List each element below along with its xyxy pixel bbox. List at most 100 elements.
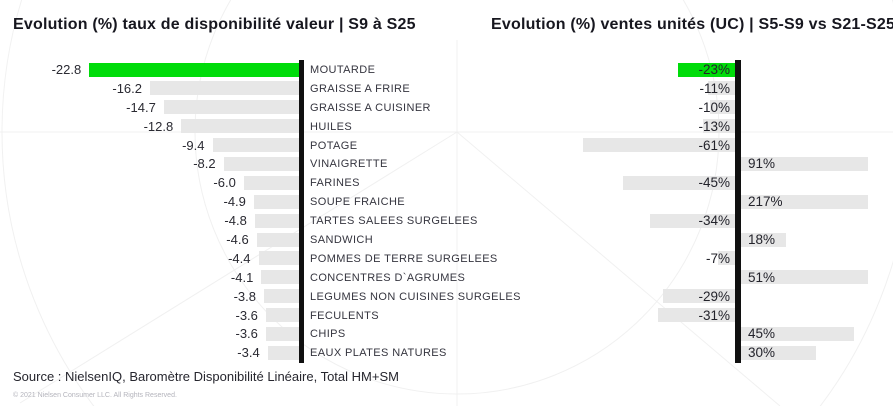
right-bar: [741, 270, 868, 285]
right-bar: [741, 232, 786, 247]
right-value-label: -23%: [698, 62, 730, 77]
left-bar: [181, 119, 299, 134]
left-bar: [163, 100, 299, 115]
left-value-label: -4.9: [223, 194, 246, 210]
right-value-label: 51%: [748, 269, 776, 285]
left-bar: [265, 308, 299, 323]
chart-row: -4.9 SOUPE FRAICHE 217%: [0, 192, 893, 211]
left-bar: [89, 62, 299, 77]
right-value-label: -31%: [698, 307, 730, 323]
category-label: LEGUMES NON CUISINES SURGELES: [310, 290, 521, 303]
category-label: CHIPS: [310, 328, 346, 341]
right-chart-axis-line: [735, 60, 741, 363]
category-label: FECULENTS: [310, 309, 379, 322]
right-bar: [707, 81, 735, 96]
category-label: MOUTARDE: [310, 64, 376, 76]
right-value-label: -61%: [698, 137, 730, 153]
left-value-label: -12.8: [143, 118, 174, 134]
category-label: GRAISSE A CUISINER: [310, 101, 431, 114]
right-bar: [582, 138, 735, 153]
right-bar: [741, 194, 868, 209]
left-bar: [253, 194, 299, 209]
right-bar: [650, 213, 735, 228]
right-value-label: -45%: [698, 175, 730, 191]
left-value-label: -22.8: [51, 62, 82, 77]
left-value-label: -3.4: [237, 345, 260, 361]
right-bar: [657, 308, 735, 323]
chart-row: -16.2 GRAISSE A FRIRE -11%: [0, 79, 893, 98]
category-label: POMMES DE TERRE SURGELEES: [310, 252, 498, 265]
left-value-label: -3.6: [235, 326, 258, 342]
left-value-label: -4.6: [226, 232, 249, 248]
right-bar: [662, 289, 735, 304]
left-bar: [150, 81, 299, 96]
left-value-label: -3.6: [235, 307, 258, 323]
left-value-label: -9.4: [182, 137, 205, 153]
left-value-label: -3.8: [233, 288, 256, 304]
left-bar: [267, 345, 299, 360]
right-value-label: 18%: [748, 232, 776, 248]
right-value-label: -29%: [698, 288, 730, 304]
category-label: CONCENTRES D`AGRUMES: [310, 271, 466, 284]
right-value-label: 30%: [748, 345, 776, 361]
left-bar: [258, 251, 299, 266]
left-bar: [264, 289, 299, 304]
source-note: Source : NielsenIQ, Baromètre Disponibil…: [13, 369, 399, 384]
chart-row: -14.7 GRAISSE A CUISINER -10%: [0, 98, 893, 117]
chart-row: -8.2 VINAIGRETTE 91%: [0, 154, 893, 173]
right-bar: [741, 326, 854, 341]
left-value-label: -4.4: [228, 250, 251, 266]
chart-row: -22.8 MOUTARDE -23%: [0, 60, 893, 79]
chart-row: -4.8 TARTES SALEES SURGELEES -34%: [0, 211, 893, 230]
right-bar: [717, 251, 735, 266]
chart-row: -6.0 FARINES -45%: [0, 173, 893, 192]
chart-rows: -22.8 MOUTARDE -23% -16.2 GRAISSE A FRIR…: [0, 60, 893, 362]
left-value-label: -4.1: [230, 269, 254, 285]
chart-row: -3.6 CHIPS 45%: [0, 324, 893, 343]
left-value-label: -14.7: [126, 99, 156, 115]
category-label: GRAISSE A FRIRE: [310, 82, 411, 95]
right-bar: [741, 156, 868, 171]
chart-row: -4.6 SANDWICH 18%: [0, 230, 893, 249]
left-value-label: -16.2: [112, 80, 142, 96]
left-bar: [254, 213, 299, 228]
right-chart-title: Evolution (%) ventes unités (UC) | S5-S9…: [491, 16, 893, 33]
chart-row: -12.8 HUILES -13%: [0, 117, 893, 136]
chart-row: -3.4 EAUX PLATES NATURES 30%: [0, 343, 893, 362]
category-label: FARINES: [310, 177, 360, 190]
category-label: SANDWICH: [310, 234, 374, 247]
left-bar: [256, 232, 299, 247]
copyright-note: © 2021 Nielsen Consumer LLC. All Rights …: [13, 392, 177, 399]
left-chart-title: Evolution (%) taux de disponibilité vale…: [13, 16, 416, 33]
chart-row: -4.4 POMMES DE TERRE SURGELEES -7%: [0, 249, 893, 268]
category-label: EAUX PLATES NATURES: [310, 347, 447, 360]
left-value-label: -8.2: [193, 156, 216, 172]
right-bar: [702, 119, 735, 134]
category-label: VINAIGRETTE: [310, 158, 388, 171]
chart-row: -9.4 POTAGE -61%: [0, 136, 893, 155]
left-bar: [265, 326, 299, 341]
category-label: SOUPE FRAICHE: [310, 196, 406, 209]
chart-row: -4.1 CONCENTRES D`AGRUMES 51%: [0, 268, 893, 287]
right-value-label: 91%: [748, 156, 776, 172]
left-bar: [212, 138, 299, 153]
left-value-label: -6.0: [213, 175, 236, 191]
right-bar: [677, 62, 735, 77]
left-bar: [243, 175, 299, 190]
category-label: HUILES: [310, 120, 353, 133]
right-bar: [741, 345, 816, 360]
left-bar: [223, 156, 299, 171]
right-value-label: -10%: [698, 99, 730, 115]
chart-row: -3.8 LEGUMES NON CUISINES SURGELES -29%: [0, 287, 893, 306]
right-value-label: 45%: [748, 326, 776, 342]
category-label: POTAGE: [310, 139, 358, 152]
left-chart-axis-line: [299, 60, 304, 363]
right-value-label: -34%: [698, 213, 730, 229]
right-value-label: -13%: [698, 118, 730, 134]
chart-row: -3.6 FECULENTS -31%: [0, 306, 893, 325]
left-value-label: -4.8: [224, 213, 247, 229]
right-value-label: -11%: [699, 80, 730, 96]
left-bar: [261, 270, 299, 285]
right-bar: [710, 100, 735, 115]
